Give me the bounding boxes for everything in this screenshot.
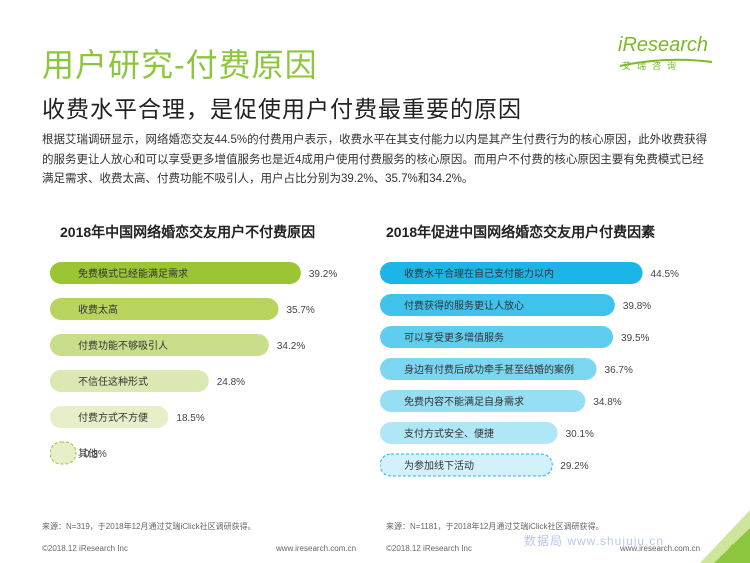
category-label: 身边有付费后成功牵手甚至结婚的案例 bbox=[404, 363, 574, 376]
left-copyright: ©2018.12 iResearch Inc bbox=[42, 544, 128, 553]
left-website: www.iresearch.com.cn bbox=[276, 544, 357, 553]
bar bbox=[50, 406, 169, 428]
category-label: 付费方式不方便 bbox=[78, 411, 148, 424]
bar bbox=[380, 453, 553, 477]
category-label: 不信任这种形式 bbox=[78, 375, 148, 388]
category-label: 支付方式安全、便捷 bbox=[404, 427, 494, 440]
value-label: 34.2% bbox=[277, 341, 305, 352]
bar bbox=[380, 294, 615, 316]
bar bbox=[380, 326, 614, 348]
bar bbox=[50, 298, 279, 320]
bar bbox=[380, 358, 597, 380]
value-label: 44.5% bbox=[651, 269, 679, 280]
value-label: 0.3% bbox=[84, 449, 107, 460]
bar bbox=[380, 422, 558, 444]
bar bbox=[380, 262, 643, 284]
value-label: 39.8% bbox=[623, 301, 651, 312]
value-label: 35.7% bbox=[286, 305, 314, 316]
category-label: 付费获得的服务更让人放心 bbox=[404, 299, 524, 312]
value-label: 39.2% bbox=[309, 269, 337, 280]
bar bbox=[380, 390, 586, 412]
right-source-note: 来源：N=1181，于2018年12月通过艾瑞iClick社区调研获得。 bbox=[386, 522, 604, 531]
category-label: 其他 bbox=[78, 447, 98, 460]
page-number: 47 bbox=[728, 543, 741, 555]
bar bbox=[50, 334, 269, 356]
value-label: 29.2% bbox=[560, 461, 588, 472]
logo-sub-text: 艾瑞咨询 bbox=[622, 61, 683, 71]
value-label: 34.8% bbox=[593, 397, 621, 408]
category-label: 免费模式已经能满足需求 bbox=[78, 267, 188, 280]
description-text: 根据艾瑞调研显示，网络婚恋交友44.5%的付费用户表示，收费水平在其支付能力以内… bbox=[42, 134, 708, 185]
iresearch-logo: iResearch 艾瑞咨询 bbox=[618, 34, 714, 84]
bar bbox=[50, 262, 301, 284]
category-label: 收费太高 bbox=[78, 303, 118, 316]
category-label: 免费内容不能满足自身需求 bbox=[404, 395, 524, 408]
bar bbox=[50, 370, 209, 392]
left-source-note: 来源：N=319，于2018年12月通过艾瑞iClick社区调研获得。 bbox=[42, 522, 256, 531]
watermark-text: 数据局 www.shujuju.cn bbox=[524, 534, 665, 548]
right-copyright: ©2018.12 iResearch Inc bbox=[386, 544, 472, 553]
right-chart-title: 2018年促进中国网络婚恋交友用户付费因素 bbox=[386, 224, 656, 240]
bar bbox=[50, 441, 77, 465]
value-label: 18.5% bbox=[176, 413, 204, 424]
payment-factors-chart: 收费水平合理在自己支付能力以内 44.5% 付费获得的服务更让人放心 39.8% 可以享… bbox=[380, 262, 679, 477]
non-payment-reasons-chart: 免费模式已经能满足需求 39.2% 收费太高 35.7% 付费功能不够吸引人 34.2% 不… bbox=[50, 262, 337, 465]
category-label: 为参加线下活动 bbox=[404, 459, 474, 472]
category-label: 付费功能不够吸引人 bbox=[78, 339, 168, 352]
value-label: 36.7% bbox=[605, 365, 633, 376]
logo-main-text: iResearch bbox=[618, 34, 709, 56]
right-website: www.iresearch.com.cn bbox=[620, 544, 701, 553]
category-label: 可以享受更多增值服务 bbox=[404, 331, 504, 344]
page-subtitle: 收费水平合理，是促使用户付费最重要的原因 bbox=[42, 96, 522, 122]
left-chart-title: 2018年中国网络婚恋交友用户不付费原因 bbox=[60, 224, 316, 240]
value-label: 30.1% bbox=[566, 429, 594, 440]
value-label: 24.8% bbox=[217, 377, 245, 388]
page-title: 用户研究-付费原因 bbox=[42, 47, 318, 83]
category-label: 收费水平合理在自己支付能力以内 bbox=[404, 267, 554, 280]
corner-decoration bbox=[700, 510, 750, 563]
logo-swoosh-icon bbox=[619, 58, 713, 67]
value-label: 39.5% bbox=[621, 333, 649, 344]
